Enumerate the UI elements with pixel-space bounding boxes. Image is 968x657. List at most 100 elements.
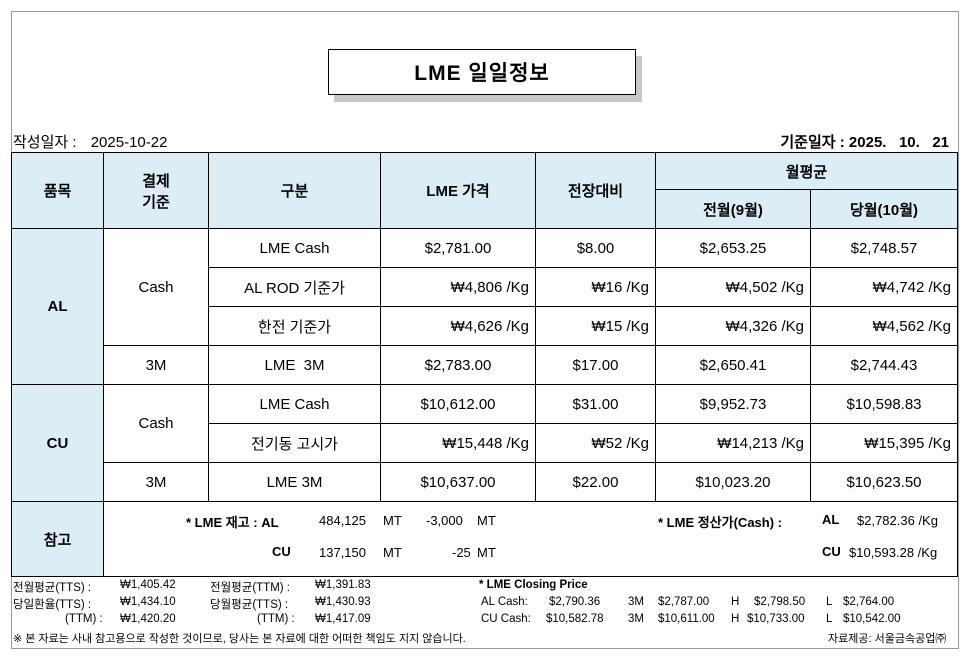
settle-cash: Cash bbox=[103, 384, 209, 463]
written-date-label: 작성일자 : bbox=[13, 134, 77, 151]
al-change-unit: MT bbox=[477, 513, 496, 528]
cu-stock-unit: MT bbox=[383, 545, 402, 560]
footer-value: ₩1,420.20 bbox=[120, 613, 176, 625]
al-l-value: $2,764.00 bbox=[843, 596, 895, 608]
reference-label: 참고 bbox=[11, 501, 104, 577]
item-cu: CU bbox=[11, 384, 104, 502]
curr-month-cell: $2,748.57 bbox=[810, 228, 958, 268]
category-cell: AL ROD 기준가 bbox=[208, 267, 381, 307]
footer-value: ₩1,417.09 bbox=[315, 613, 371, 625]
al-h-label: H bbox=[731, 596, 740, 608]
change-cell: ₩52 /Kg bbox=[535, 423, 656, 463]
written-date-value: 2025-10-22 bbox=[90, 134, 168, 151]
footer-value: ₩1,391.83 bbox=[315, 579, 371, 591]
cu-cash-value: $10,582.78 bbox=[546, 613, 604, 625]
prev-month-cell: $2,650.41 bbox=[655, 345, 811, 385]
prev-month-cell: $10,023.20 bbox=[655, 462, 811, 502]
cu-h-value: $10,733.00 bbox=[747, 613, 805, 625]
change-cell: $22.00 bbox=[535, 462, 656, 502]
price-cell: $10,637.00 bbox=[380, 462, 536, 502]
al-cash-value: $2,790.36 bbox=[549, 596, 601, 608]
change-cell: ₩16 /Kg bbox=[535, 267, 656, 307]
al-stock: 484,125 bbox=[319, 513, 366, 528]
category-cell: LME 3M bbox=[208, 462, 381, 502]
price-cell: $2,783.00 bbox=[380, 345, 536, 385]
settle-3m: 3M bbox=[103, 462, 209, 502]
al-l-label: L bbox=[826, 596, 833, 608]
header-settle-line1: 결제 bbox=[142, 172, 170, 190]
footer-label: 당일환율(TTS) : bbox=[13, 599, 92, 611]
al-cash-label: AL Cash: bbox=[481, 596, 528, 608]
item-al: AL bbox=[11, 228, 104, 385]
footer-value: ₩1,434.10 bbox=[120, 596, 176, 608]
curr-month-cell: $2,744.43 bbox=[810, 345, 958, 385]
header-lme-price: LME 가격 bbox=[380, 152, 536, 229]
cu-cash-label: CU Cash: bbox=[481, 613, 531, 625]
table-row: 3M LME 3M $2,783.00 $17.00 $2,650.41 $2,… bbox=[12, 345, 958, 385]
al-3m-label: 3M bbox=[628, 596, 644, 608]
footer-label: 전월평균(TTM) : bbox=[210, 582, 290, 594]
header-category: 구분 bbox=[208, 152, 381, 229]
cu-l-value: $10,542.00 bbox=[843, 613, 901, 625]
cu-stock-label: CU bbox=[272, 544, 291, 559]
al-3m-value: $2,787.00 bbox=[658, 596, 710, 608]
base-date: 기준일자 : 2025. 10. 21 bbox=[780, 131, 949, 152]
settle-al-label: AL bbox=[822, 512, 840, 527]
curr-month-cell: ₩4,562 /Kg bbox=[810, 306, 958, 346]
prev-month-cell: $2,653.25 bbox=[655, 228, 811, 268]
cu-stock: 137,150 bbox=[319, 545, 366, 560]
curr-month-cell: $10,623.50 bbox=[810, 462, 958, 502]
written-date: 작성일자 : 2025-10-22 bbox=[13, 131, 167, 152]
base-date-value: 2025. 10. 21 bbox=[848, 134, 949, 151]
stock-title: * LME 재고 : AL bbox=[186, 515, 279, 530]
prev-month-cell: ₩4,326 /Kg bbox=[655, 306, 811, 346]
change-cell: ₩15 /Kg bbox=[535, 306, 656, 346]
settle-cash: Cash bbox=[103, 228, 209, 346]
table-row: AL Cash LME Cash $2,781.00 $8.00 $2,653.… bbox=[11, 228, 958, 385]
al-stock-change: -3,000 bbox=[426, 513, 463, 528]
header-row-1: 품목 결제 기준 구분 LME 가격 전장대비 월평균 bbox=[11, 152, 958, 229]
al-h-value: $2,798.50 bbox=[754, 596, 806, 608]
settle-cu-value: $10,593.28 /Kg bbox=[849, 545, 938, 560]
footer-label: 당월평균(TTS) : bbox=[210, 599, 289, 611]
disclaimer: ※ 본 자료는 사내 참고용으로 작성한 것이므로, 당사는 본 자료에 대한 … bbox=[13, 633, 466, 645]
cu-stock-change: -25 bbox=[452, 545, 471, 560]
cu-3m-label: 3M bbox=[628, 613, 644, 625]
reference-row: 참고 * LME 재고 : AL 484,125 MT -3,000 MT CU… bbox=[11, 501, 958, 577]
category-cell: 한전 기준가 bbox=[208, 306, 381, 346]
header-item: 품목 bbox=[11, 152, 104, 229]
category-cell: LME Cash bbox=[208, 228, 381, 268]
page-title: LME 일일정보 bbox=[328, 49, 636, 95]
table-row: AL ROD 기준가 ₩4,806 /Kg ₩16 /Kg ₩4,502 /Kg… bbox=[12, 267, 958, 307]
footer-value: ₩1,405.42 bbox=[120, 579, 176, 591]
header-change: 전장대비 bbox=[535, 152, 656, 229]
category-cell: LME Cash bbox=[208, 384, 381, 424]
price-cell: ₩15,448 /Kg bbox=[380, 423, 536, 463]
cu-change-unit: MT bbox=[477, 545, 496, 560]
reference-cell: * LME 재고 : AL 484,125 MT -3,000 MT CU 13… bbox=[103, 501, 958, 577]
change-cell: $8.00 bbox=[535, 228, 656, 268]
price-cell: $10,612.00 bbox=[380, 384, 536, 424]
table-row: 전기동 고시가 ₩15,448 /Kg ₩52 /Kg ₩14,213 /Kg … bbox=[12, 423, 958, 463]
header-curr-month: 당월(10월) bbox=[810, 189, 958, 229]
footer-label: 전월평균(TTS) : bbox=[13, 582, 92, 594]
header-row-2: 전월(9월) 당월(10월) bbox=[12, 189, 958, 229]
footer-value: ₩1,430.93 bbox=[315, 596, 371, 608]
curr-month-cell: ₩15,395 /Kg bbox=[810, 423, 958, 463]
curr-month-cell: ₩4,742 /Kg bbox=[810, 267, 958, 307]
source-credit: 자료제공: 서울금속공업㈜ bbox=[828, 633, 947, 645]
header-monthly-avg: 월평균 bbox=[655, 152, 958, 190]
table-row: CU Cash LME Cash $10,612.00 $31.00 $9,95… bbox=[11, 384, 958, 502]
table-row: 한전 기준가 ₩4,626 /Kg ₩15 /Kg ₩4,326 /Kg ₩4,… bbox=[12, 306, 958, 346]
al-stock-unit: MT bbox=[383, 513, 402, 528]
category-cell: 전기동 고시가 bbox=[208, 423, 381, 463]
header-settle-line2: 기준 bbox=[142, 193, 170, 211]
change-cell: $31.00 bbox=[535, 384, 656, 424]
category-cell: LME 3M bbox=[208, 345, 381, 385]
cu-3m-value: $10,611.00 bbox=[658, 613, 715, 625]
base-date-label: 기준일자 : bbox=[780, 134, 845, 151]
footer-label: (TTM) : bbox=[257, 613, 295, 625]
footer-label: (TTM) : bbox=[65, 613, 103, 625]
price-cell: ₩4,806 /Kg bbox=[380, 267, 536, 307]
cu-l-label: L bbox=[826, 613, 833, 625]
